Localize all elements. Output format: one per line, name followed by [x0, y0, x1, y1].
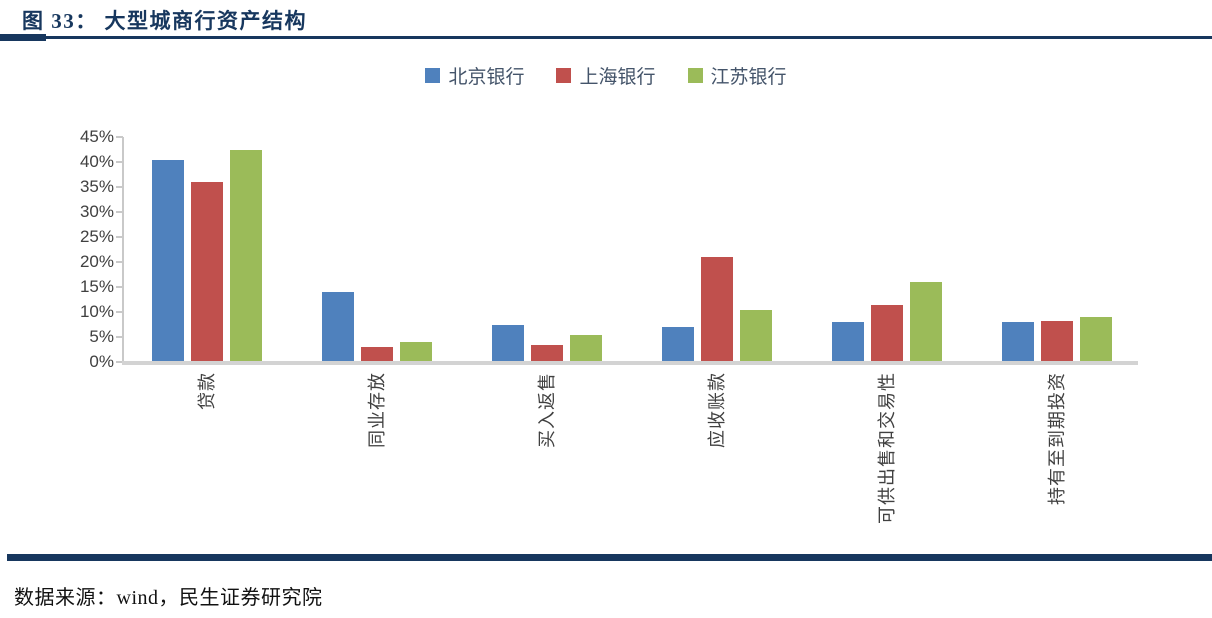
figure-title: 图 33： 大型城商行资产结构	[22, 9, 307, 33]
bar-s0-c5	[1002, 322, 1034, 362]
y-axis-tick	[116, 286, 123, 288]
chart-legend: 北京银行 上海银行 江苏银行	[0, 62, 1212, 89]
y-axis-tick-label: 15%	[79, 277, 114, 296]
y-axis-tick	[116, 211, 123, 213]
legend-item: 北京银行	[425, 62, 524, 89]
legend-swatch	[556, 68, 572, 83]
y-axis-tick	[116, 186, 123, 188]
legend-swatch	[425, 68, 441, 83]
y-axis-tick	[116, 236, 123, 238]
title-divider-accent	[0, 34, 46, 41]
legend-swatch	[687, 68, 703, 83]
y-axis-tick	[116, 161, 123, 163]
legend-label: 上海银行	[579, 67, 656, 88]
bar-s2-c2	[570, 334, 602, 362]
bar-s2-c0	[230, 149, 262, 362]
data-source: 数据来源：wind，民生证券研究院	[14, 587, 323, 609]
x-axis-line	[122, 361, 1138, 365]
y-axis-line	[122, 137, 124, 363]
bar-s2-c1	[400, 342, 432, 362]
y-axis-tick-label: 10%	[79, 302, 114, 321]
y-axis-tick-label: 45%	[79, 127, 114, 146]
legend-item: 上海银行	[556, 62, 656, 89]
x-axis-label: 持有至到期投资	[1047, 372, 1067, 505]
bar-s1-c1	[361, 347, 393, 362]
bar-s1-c4	[871, 304, 903, 362]
y-axis-tick	[116, 261, 123, 263]
x-axis-label: 同业存放	[367, 372, 387, 448]
legend-label: 北京银行	[448, 67, 525, 88]
y-axis-tick-label: 35%	[79, 177, 114, 196]
y-axis-tick-label: 40%	[79, 152, 114, 171]
y-axis-tick-label: 30%	[79, 202, 114, 221]
bar-s2-c3	[740, 309, 772, 362]
bar-s2-c4	[910, 282, 942, 362]
bar-s0-c3	[662, 327, 694, 362]
bar-s1-c0	[191, 182, 223, 362]
bar-s0-c4	[832, 322, 864, 362]
x-axis-label: 贷款	[197, 372, 217, 410]
legend-item: 江苏银行	[687, 62, 787, 89]
bar-s1-c5	[1041, 320, 1073, 362]
x-axis-label: 可供出售和交易性	[877, 372, 897, 524]
bar-s2-c5	[1080, 317, 1112, 362]
y-axis-tick-label: 20%	[79, 252, 114, 271]
bar-s0-c2	[492, 324, 524, 362]
title-divider	[0, 34, 1212, 41]
y-axis-tick	[116, 311, 123, 313]
y-axis-tick-label: 0%	[89, 352, 114, 371]
bar-s0-c0	[152, 159, 184, 362]
x-axis-label: 买入返售	[537, 372, 557, 448]
bar-s0-c1	[322, 292, 354, 362]
x-axis-label: 应收账款	[707, 372, 727, 448]
bar-s1-c3	[701, 257, 733, 362]
y-axis-tick	[116, 336, 123, 338]
y-axis-tick-label: 25%	[79, 227, 114, 246]
footer-divider	[7, 554, 1212, 561]
y-axis-tick	[116, 136, 123, 138]
legend-label: 江苏银行	[710, 67, 787, 88]
y-axis-tick-label: 5%	[89, 327, 114, 346]
bar-s1-c2	[531, 344, 563, 362]
y-axis-tick	[116, 361, 123, 363]
